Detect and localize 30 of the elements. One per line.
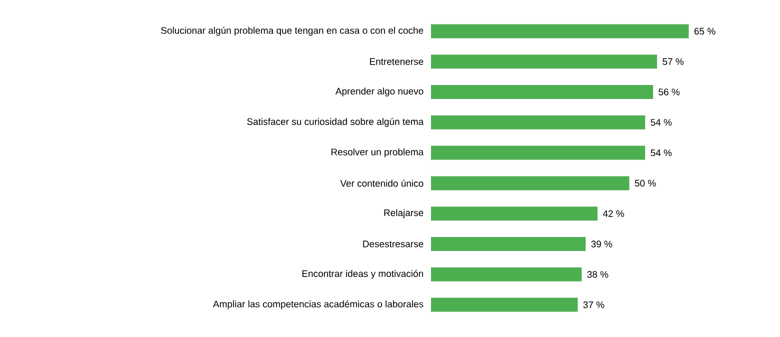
y-tick-label: Ver contenido único: [340, 180, 424, 187]
data-label: 54 %: [650, 149, 672, 156]
y-tick-label: Satisfacer su curiosidad sobre algún tema: [247, 118, 424, 127]
bar: [430, 267, 582, 282]
y-tick-label: Ampliar las competencias académicas o laborales: [212, 300, 424, 310]
bar: [430, 54, 658, 69]
y-tick-label: Resolver un problema: [331, 148, 424, 158]
y-tick-label: Entretenerse: [370, 58, 424, 65]
y-tick-label: Aprender algo nuevo: [335, 88, 424, 96]
bar: [430, 146, 646, 160]
data-label: 65 %: [694, 28, 716, 35]
bar: [430, 298, 578, 312]
y-tick-label: Relajarse: [384, 209, 424, 218]
y-tick-label: Solucionar algún problema que tengan en casa o con el coche: [161, 26, 424, 36]
data-label: 39 %: [591, 240, 612, 248]
bar: [430, 176, 630, 190]
y-tick-label: Desestresarse: [363, 240, 424, 248]
data-label: 42 %: [602, 210, 624, 217]
data-label: 56 %: [658, 88, 680, 96]
bar: [430, 206, 598, 221]
bar: [430, 115, 646, 130]
bar: [430, 236, 586, 251]
data-label: 50 %: [634, 180, 656, 187]
y-tick-label: Encontrar ideas y motivación: [302, 270, 423, 279]
bar: [430, 24, 689, 38]
data-label: 38 %: [587, 271, 608, 278]
data-label: 54 %: [650, 119, 672, 126]
data-label: 37 %: [583, 301, 604, 308]
bar: [430, 84, 654, 99]
data-label: 57 %: [662, 58, 684, 65]
